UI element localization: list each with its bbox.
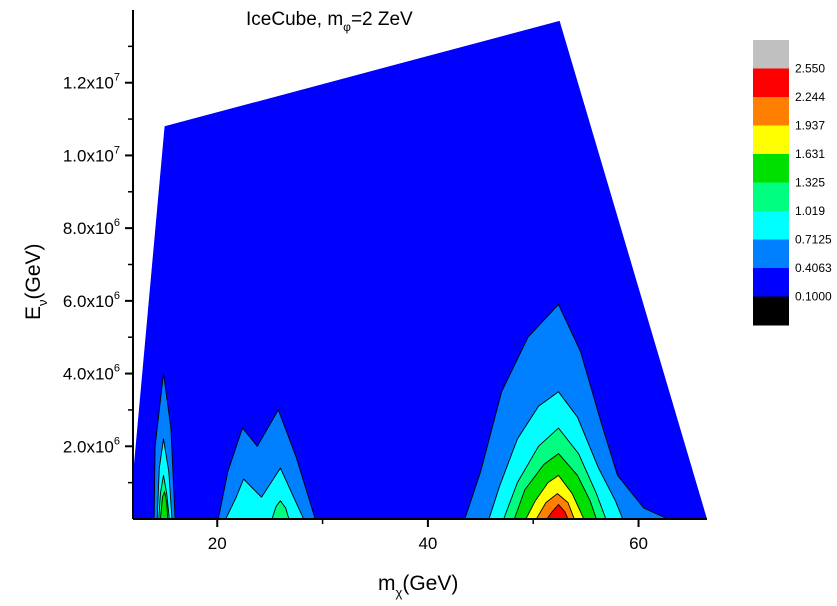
chart-title-rest: =2 ZeV xyxy=(351,9,413,30)
y-tick-label: 2.0x106 xyxy=(63,435,120,456)
x-axis-title: mχ(GeV) xyxy=(378,572,458,600)
color-legend: 2.550 2.244 1.937 1.631 1.325 1.019 0.7125 0.40… xyxy=(753,40,832,326)
legend-swatch xyxy=(753,97,789,126)
legend-label: 1.325 xyxy=(795,176,825,190)
y-tick-label: 1.2x107 xyxy=(63,72,120,93)
legend-swatch xyxy=(753,68,789,98)
chart-title-sub: φ xyxy=(343,20,351,34)
x-tick-label: 60 xyxy=(629,534,648,553)
legend-label: 2.244 xyxy=(795,90,825,104)
legend-swatch xyxy=(753,154,789,183)
legend-label: 0.4063 xyxy=(795,261,832,275)
legend-swatch xyxy=(753,239,789,269)
legend-swatch xyxy=(753,268,789,297)
legend-swatch xyxy=(753,296,789,326)
legend-label: 0.7125 xyxy=(795,233,832,247)
x-tick-label: 20 xyxy=(208,534,227,553)
y-tick-label: 6.0x106 xyxy=(63,290,120,311)
legend-label: 0.1000 xyxy=(795,290,832,304)
legend-swatch xyxy=(753,182,789,212)
y-axis-title-rest: (GeV) xyxy=(22,243,45,299)
x-axis-title-sub: χ xyxy=(396,585,403,600)
y-tick-label: 8.0x106 xyxy=(63,217,120,238)
contour-regions xyxy=(133,20,707,520)
y-tick-label: 4.0x106 xyxy=(63,363,120,384)
legend-swatch xyxy=(753,125,789,155)
legend-label: 2.550 xyxy=(795,62,825,76)
y-axis-title: Eν(GeV) xyxy=(22,243,50,320)
chart-title: IceCube, mφ=2 ZeV xyxy=(246,9,413,34)
x-axis-title-rest: (GeV) xyxy=(402,572,458,595)
legend-label: 1.631 xyxy=(795,147,825,161)
legend-label: 1.937 xyxy=(795,119,825,133)
legend-swatch xyxy=(753,40,789,69)
chart-title-main: IceCube, m xyxy=(246,9,343,30)
y-tick-label: 1.0x107 xyxy=(63,144,120,165)
x-tick-label: 40 xyxy=(418,534,437,553)
legend-label: 1.019 xyxy=(795,204,825,218)
x-axis-title-main: m xyxy=(378,572,396,595)
axes: 2.0x106 4.0x106 6.0x106 8.0x106 1.0x107 1.2x1… xyxy=(63,10,707,553)
y-axis-title-main: E xyxy=(22,306,45,320)
legend-swatch xyxy=(753,211,789,240)
y-axis-title-sub: ν xyxy=(35,299,50,306)
contour-region-1 xyxy=(133,20,707,520)
